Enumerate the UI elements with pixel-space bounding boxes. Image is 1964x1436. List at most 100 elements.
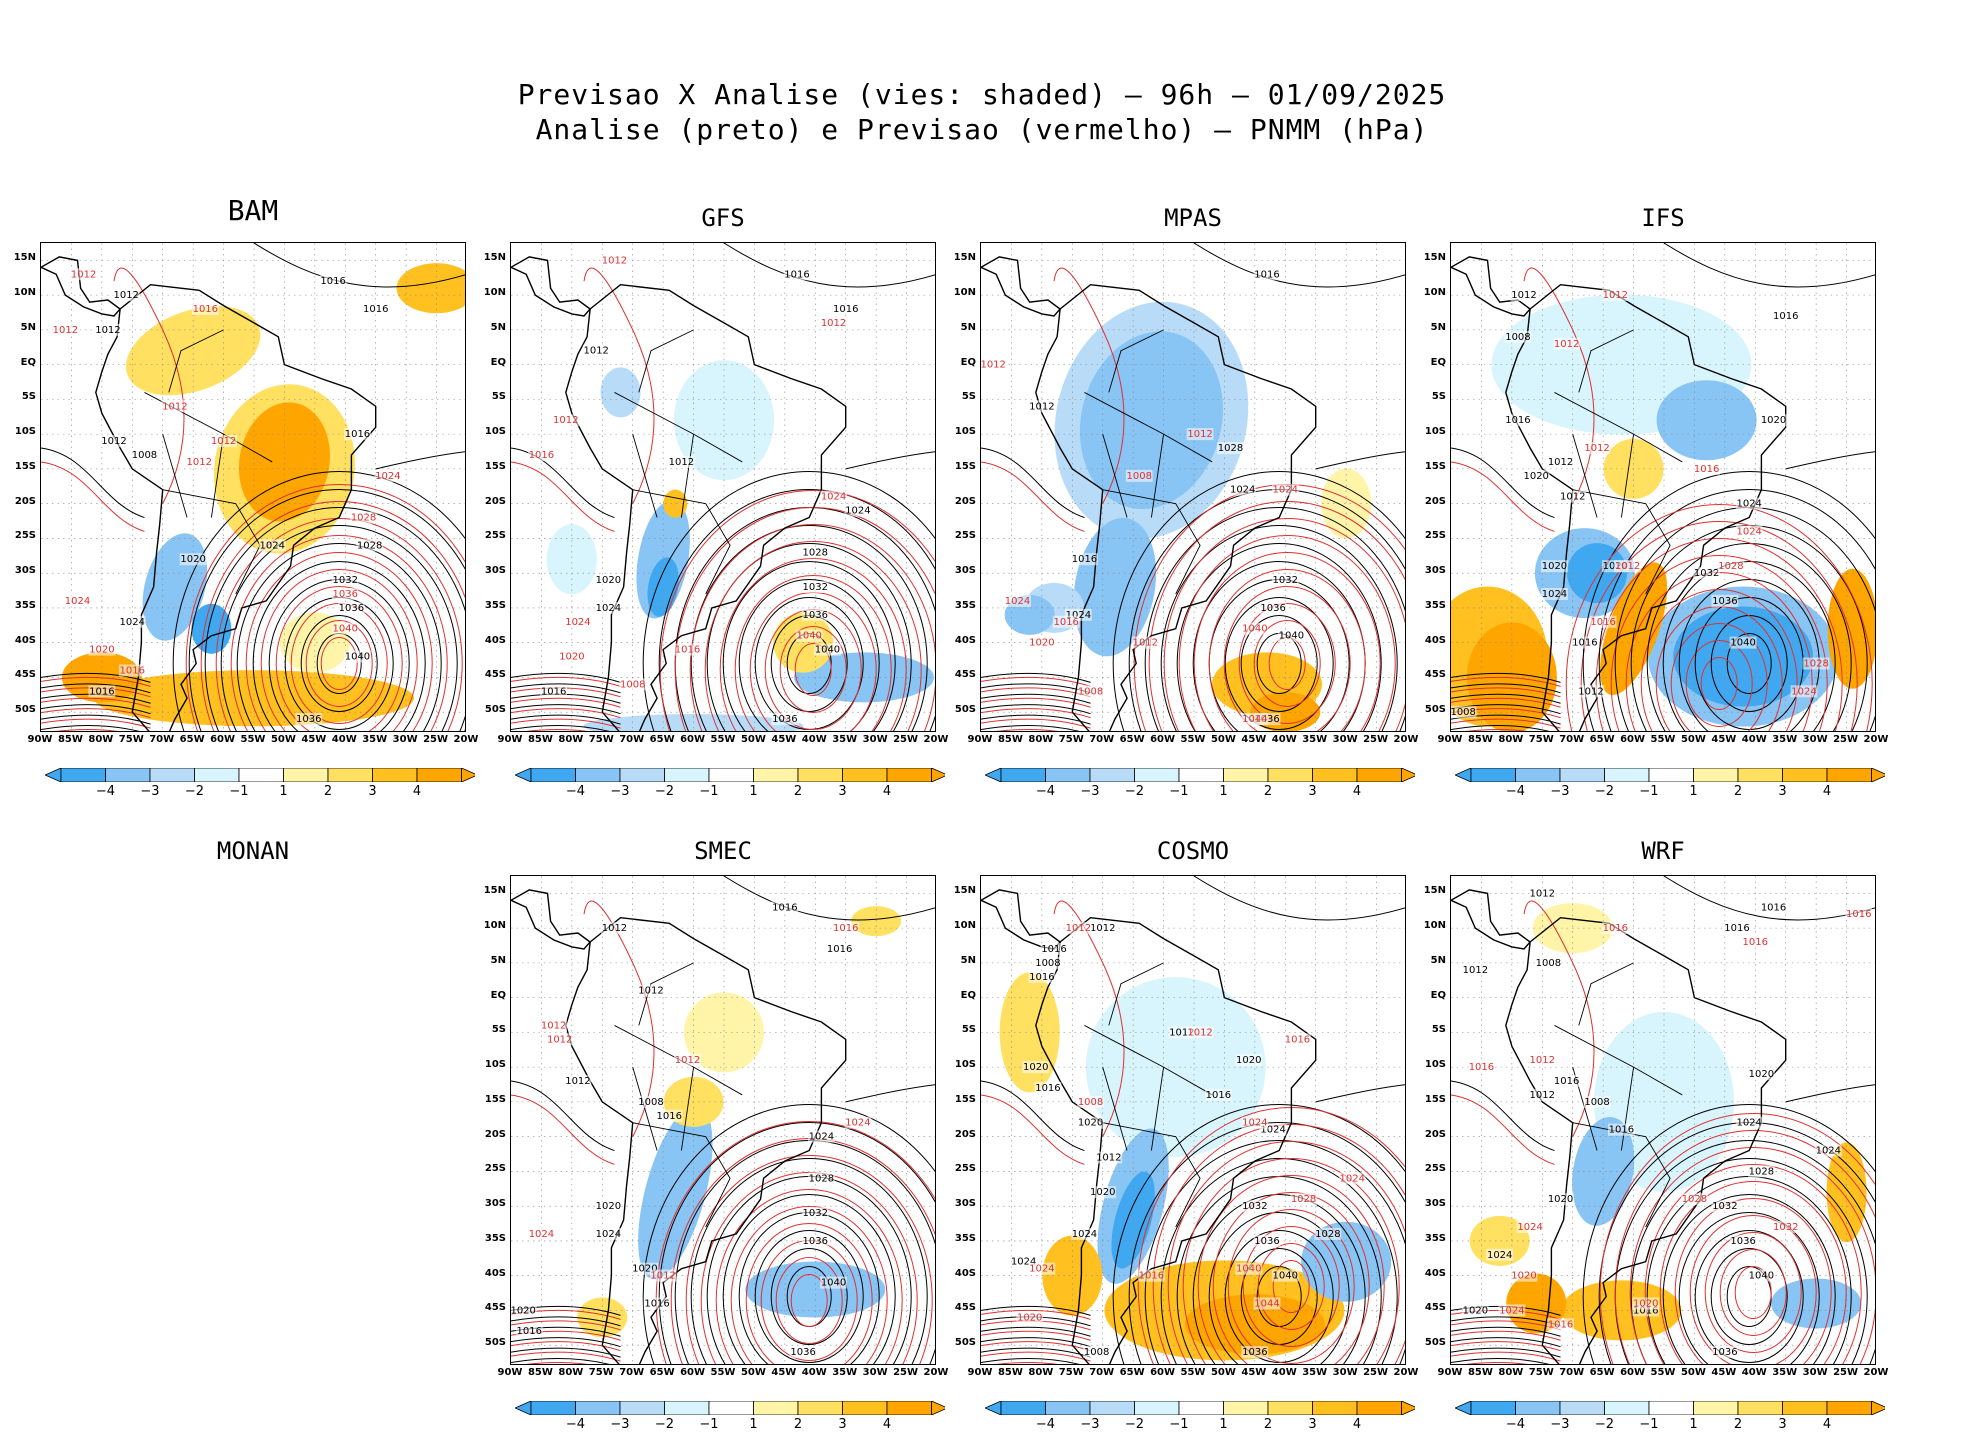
colorbar-label: −1 [1639,1417,1659,1432]
lat-tick-label: EQ [960,989,976,1001]
contour-label-bg [801,581,829,594]
contour-label-bg [820,1276,847,1289]
forecast-contour-label: 1028 [351,513,376,524]
forecast-contour-label: 1012 [602,255,627,266]
map-ifs: 1012100810161016101210201012102010201024… [1450,242,1876,732]
contour-label-bg [649,1269,677,1282]
colorbar [44,767,479,783]
forecast-isobar [215,518,463,731]
lon-tick-label: 65W [179,734,205,745]
lat-tick-label: 10N [483,287,506,299]
contour-label-bg [783,268,811,281]
forecast-contour-label: 1024 [1029,1264,1054,1275]
forecast-contour-label: 1012 [162,401,187,412]
analysis-isobar [41,672,151,683]
lat-tick-label: 35S [484,1232,506,1244]
contour-label-bg [1028,636,1056,649]
analysis-isobar [981,1358,1080,1364]
contour-label-bg [1553,337,1581,350]
contour-label-bg [88,643,116,656]
contour-label-bg [356,539,384,552]
analysis-contour-label: 1032 [333,575,358,586]
analysis-isobar [1678,1212,1820,1364]
analysis-contour-label: 1020 [1523,471,1548,482]
lat-tick-label: 20S [484,1128,506,1140]
forecast-isobar [1599,1113,1875,1364]
colorbar [514,767,949,783]
analysis-contour-label: 1036 [790,1347,815,1358]
colorbar-swatch [797,767,843,783]
contour-label-bg [1253,268,1281,281]
contour-label-bg [1516,1220,1544,1233]
forecast-isobar [1659,1181,1847,1364]
contour-labels: 1012101610081016101210201016102010121020… [1010,922,1366,1359]
bias-shade [1073,517,1157,657]
colorbar-swatch [1515,767,1561,783]
bias-shade [125,306,261,396]
analysis-isobar [738,579,880,731]
colorbar-swatch [708,1400,754,1416]
lat-tick-label: 30S [1424,1198,1446,1210]
colorbar-label: 1 [279,784,288,799]
lon-tick-label: 60W [1150,1367,1176,1378]
colorbar-swatch [1782,767,1828,783]
bias-shade [1771,1278,1862,1329]
contour-label-bg [1723,922,1751,935]
lon-tick-label: 85W [1467,1367,1493,1378]
contour-label-bg [820,490,847,503]
lat-tick-label: 15S [484,1093,506,1105]
colorbar-swatch [149,767,195,783]
forecast-contour-label: 1016 [120,665,145,676]
contour-label-bg [1461,1304,1489,1317]
forecast-contour-label: 1016 [1694,464,1719,475]
contour-label-bg [1735,497,1763,510]
contour-label-bg [1717,560,1745,573]
analysis-isobar [172,471,465,731]
lat-tick-label: 5S [961,1024,976,1036]
colorbar-label: −2 [654,1417,675,1432]
forecast-contour-label: 1024 [1005,596,1030,607]
forecast-isobar [1670,623,1768,731]
contour-label-bg [1608,1123,1635,1136]
colorbar-swatch [1312,767,1358,783]
lon-tick-label: 30W [862,1367,888,1378]
forecast-contour-label: 1016 [1743,937,1768,948]
country-borders [1084,962,1213,1228]
analysis-contour-label: 1032 [1242,1201,1267,1212]
analysis-contour-label: 1032 [1273,575,1298,586]
colorbar-swatch [1559,1400,1605,1416]
contour-label-bg [1632,1297,1660,1310]
lat-tick-label: 10S [484,1059,506,1071]
analysis-isobar [511,1358,610,1364]
analysis-contour-label: 1036 [772,714,797,725]
lon-tick-label: 45W [771,734,797,745]
panel-title-bam: BAM [227,194,279,227]
lat-tick-label: 5N [960,321,976,333]
forecast-isobar [1700,656,1738,710]
lat-tick-label: 15N [1423,252,1446,264]
contour-label-bg [1290,1193,1317,1206]
lat-tick-label: 25S [954,530,976,542]
colorbar-label: 2 [1733,784,1743,799]
forecast-isobar [41,461,145,532]
contour-label-bg [1138,1269,1165,1282]
lon-tick-label: 90W [967,734,993,745]
colorbar-arrow-right [1401,1400,1419,1416]
contour-label-bg [1284,1033,1311,1046]
colorbar-label: −2 [184,784,205,799]
analysis-contour-label: 1032 [803,1208,828,1219]
contour-label-bg [1747,1165,1775,1178]
lon-tick-label: 70W [1559,1367,1585,1378]
coastlines [511,256,847,731]
contour-label-bg [70,268,97,281]
colorbar-label: 1 [1689,784,1698,799]
forecast-isobar [981,1330,1091,1341]
forecast-isobar [55,729,118,731]
colorbar-swatch [1826,1400,1872,1416]
lat-tick-label: 30S [954,565,976,577]
lat-tick-label: 45S [954,669,976,681]
contour-label-bg [1571,636,1599,649]
contour-label-bg [118,664,146,677]
analysis-contour-label: 1024 [120,617,145,628]
analysis-contour-label: 1016 [1206,1090,1231,1101]
